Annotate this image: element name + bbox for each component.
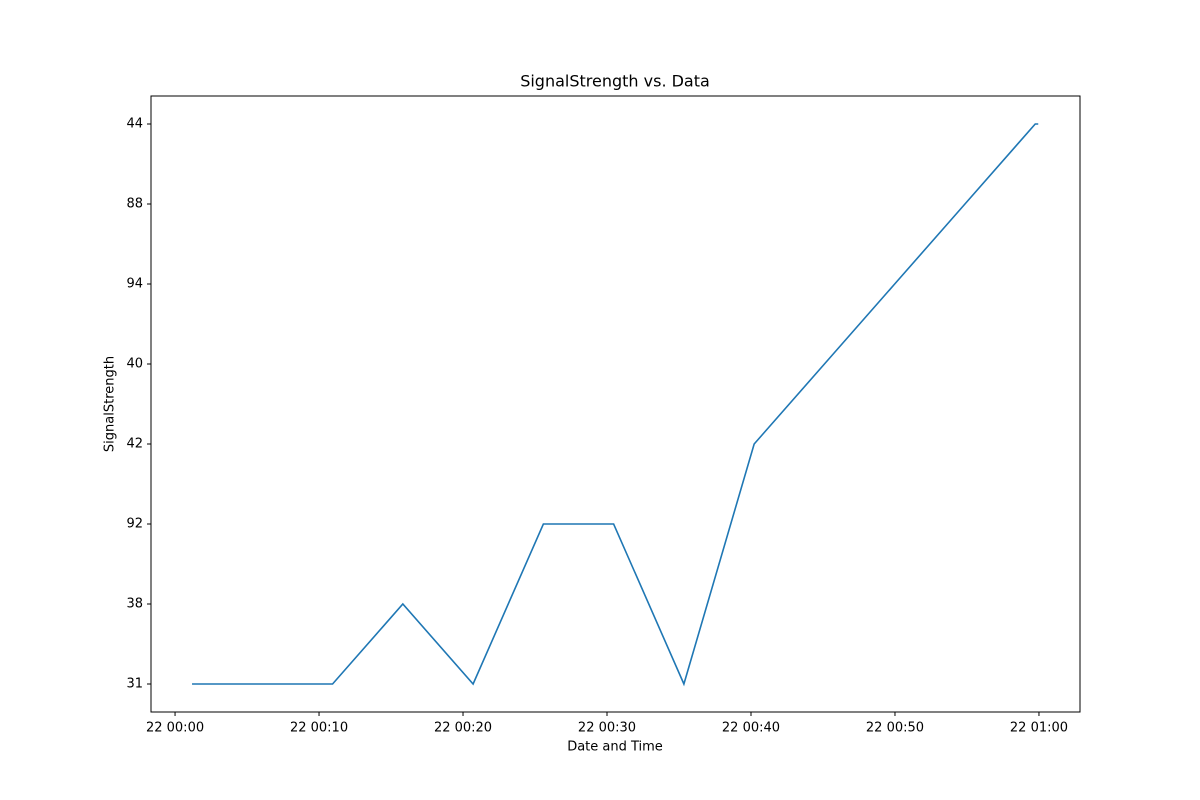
x-axis-label: Date and Time: [567, 740, 663, 755]
chart-title: SignalStrength vs. Data: [520, 72, 710, 91]
x-tick-label: 22 00:20: [434, 721, 492, 736]
y-tick-label: 42: [126, 437, 143, 452]
y-tick-label: 31: [126, 677, 143, 692]
y-axis-label: SignalStrength: [103, 356, 118, 452]
x-tick-label: 22 01:00: [1010, 721, 1068, 736]
x-tick-label: 22 00:40: [722, 721, 780, 736]
y-tick-label: 38: [126, 597, 143, 612]
x-tick-label: 22 00:10: [290, 721, 348, 736]
plot-frame: [150, 95, 1081, 713]
x-tick-label: 22 00:00: [146, 721, 204, 736]
x-tick-label: 22 00:50: [866, 721, 924, 736]
y-tick-label: 44: [126, 117, 143, 132]
y-tick-label: 88: [126, 197, 143, 212]
x-tick-label: 22 00:30: [578, 721, 636, 736]
y-tick-label: 40: [126, 357, 143, 372]
y-tick-label: 94: [126, 277, 143, 292]
line-series: [192, 123, 1039, 687]
y-tick-label: 92: [126, 517, 143, 532]
